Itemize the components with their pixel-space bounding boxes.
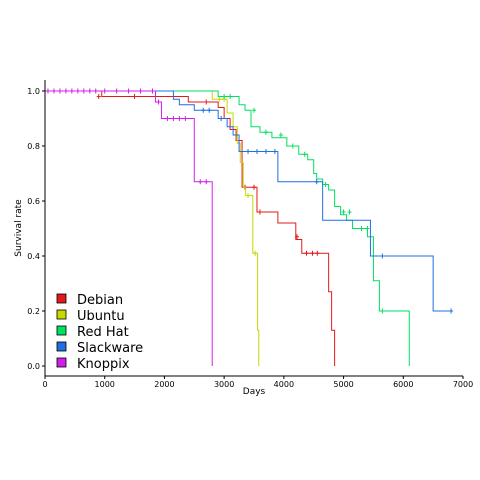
censor-mark (314, 179, 319, 185)
x-axis-title: Days (243, 387, 266, 397)
legend-label: Slackware (77, 341, 143, 356)
censor-mark (449, 308, 454, 314)
censor-mark (359, 226, 364, 231)
censor-mark (165, 116, 170, 121)
censor-mark (87, 88, 92, 94)
censor-mark (228, 94, 233, 99)
legend-label: Debian (77, 293, 123, 308)
censor-mark (183, 116, 188, 121)
censor-mark (171, 116, 176, 121)
censor-mark (177, 116, 182, 121)
censor-mark (246, 149, 251, 154)
legend-swatch (56, 357, 67, 368)
censor-mark (246, 193, 251, 198)
y-tick-label: 0.8 (27, 142, 40, 151)
series-slackware (45, 90, 454, 314)
censor-mark (323, 182, 328, 187)
series-debian (45, 90, 336, 366)
legend-label: Knoppix (77, 357, 130, 372)
censor-mark (278, 132, 283, 138)
censor-mark (380, 253, 385, 259)
censor-mark (341, 209, 346, 215)
censor-mark (207, 107, 212, 113)
censor-mark (252, 107, 256, 113)
censor-mark (156, 99, 161, 105)
legend-label: Ubuntu (77, 309, 125, 324)
censor-mark (114, 88, 119, 94)
legend-swatch (56, 325, 67, 336)
censor-mark (63, 88, 68, 94)
censor-mark (263, 129, 268, 135)
x-tick-label: 3000 (214, 380, 234, 389)
x-tick-label: 4000 (274, 380, 294, 389)
censor-mark (219, 116, 224, 121)
legend-swatch (56, 293, 67, 304)
censor-mark (75, 88, 80, 94)
x-ticks: 0 1000 2000 3000 4000 5000 6000 7000 (42, 376, 473, 389)
censor-mark (254, 149, 259, 154)
censor-mark (253, 250, 258, 256)
censor-mark (93, 88, 98, 94)
survival-curve-slackware (45, 90, 452, 312)
x-tick-label: 0 (42, 380, 47, 389)
censor-mark (126, 88, 131, 94)
y-tick-label: 0.6 (27, 197, 40, 206)
y-tick-label: 0.2 (27, 307, 40, 316)
censor-mark (252, 184, 256, 190)
censor-mark (45, 88, 50, 94)
censor-mark (81, 88, 86, 94)
censor-mark (263, 149, 268, 154)
x-tick-label: 1000 (95, 380, 115, 389)
censor-mark (69, 88, 74, 94)
y-ticks: 0.0 0.2 0.4 0.6 0.8 1.0 (27, 87, 45, 371)
censor-mark (102, 88, 107, 94)
censor-mark (51, 88, 56, 94)
series-layer (45, 88, 454, 366)
censor-mark (302, 151, 307, 157)
x-tick-label: 6000 (393, 380, 413, 389)
censor-mark (365, 226, 370, 231)
censor-mark (347, 209, 352, 215)
series-red-hat (45, 90, 410, 366)
censor-mark (96, 94, 101, 99)
censor-mark (57, 88, 62, 94)
x-tick-label: 5000 (333, 380, 353, 389)
y-tick-label: 0.4 (27, 252, 40, 261)
censor-mark (272, 149, 277, 154)
censor-mark (198, 179, 203, 185)
censor-mark (315, 250, 320, 256)
censor-mark (201, 107, 206, 113)
legend-swatch (56, 341, 67, 352)
x-tick-label: 7000 (453, 380, 473, 389)
y-tick-label: 1.0 (27, 87, 40, 96)
axis-layer: 0 1000 2000 3000 4000 5000 6000 7000 0.00.20.40… (14, 80, 473, 397)
censor-mark (380, 308, 385, 314)
censor-mark (204, 99, 209, 105)
censor-mark (294, 234, 299, 240)
censor-mark (204, 179, 209, 185)
y-tick-label: 0.0 (27, 362, 40, 371)
legend-label: Red Hat (77, 325, 129, 340)
series-knoppix (45, 88, 213, 366)
censor-mark (138, 88, 143, 94)
x-tick-label: 2000 (154, 380, 174, 389)
censor-mark (150, 88, 155, 94)
censor-mark (290, 143, 295, 149)
censor-mark (132, 94, 137, 99)
series-ubuntu (45, 90, 260, 366)
censor-mark (310, 250, 315, 256)
censor-mark (304, 250, 309, 256)
censor-mark (257, 209, 262, 215)
legend-swatch (56, 309, 67, 320)
y-axis-title: Survival rate (14, 199, 24, 257)
censor-mark (217, 96, 222, 102)
censor-mark (222, 94, 227, 99)
